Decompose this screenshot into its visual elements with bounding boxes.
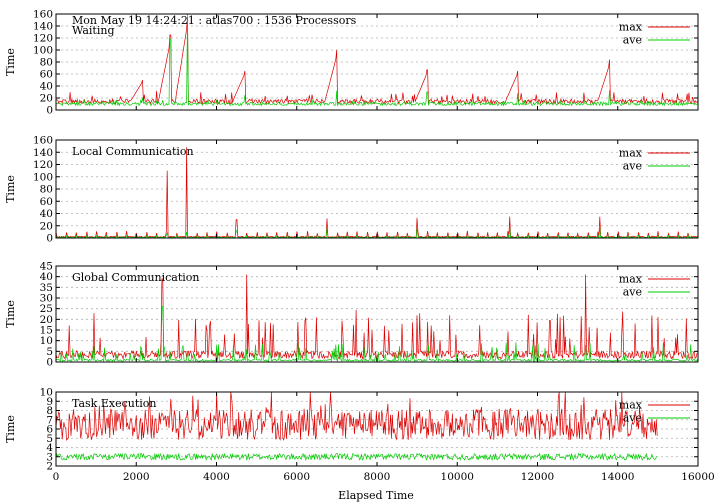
legend-label: ave [623,286,642,299]
x-tick-label: 2000 [123,471,150,483]
y-tick-label: 10 [40,387,53,399]
y-tick-label: 2 [46,461,53,473]
series-line-ave [55,452,658,462]
legend-label: ave [623,34,642,47]
legend-label: max [619,273,643,286]
y-axis-label: Time [4,175,17,203]
y-tick-label: 140 [33,21,53,33]
panel-title: Global Communication [72,271,200,284]
y-tick-label: 20 [40,314,53,326]
legend-label: max [619,399,643,412]
panel-title: Waiting [72,24,115,37]
y-tick-label: 40 [40,81,53,93]
y-tick-label: 20 [40,220,53,232]
figure-title: Mon May 19 14:24:21 : atlas700 : 1536 Pr… [72,14,357,27]
y-tick-label: 40 [40,271,53,283]
x-tick-label: 8000 [364,471,391,483]
x-tick-label: 16000 [681,471,714,483]
x-tick-label: 10000 [441,471,474,483]
y-tick-label: 140 [33,147,53,159]
y-tick-label: 20 [40,93,53,105]
y-tick-label: 0 [46,105,53,117]
y-tick-label: 60 [40,196,53,208]
legend-label: ave [623,160,642,173]
y-tick-label: 15 [40,325,53,337]
y-tick-label: 45 [40,261,53,273]
y-axis-label: Time [4,415,17,443]
legend-label: max [619,147,643,160]
y-tick-label: 80 [40,57,53,69]
x-tick-label: 4000 [203,471,230,483]
y-tick-label: 160 [33,9,53,21]
y-tick-label: 120 [33,33,53,45]
x-tick-label: 12000 [521,471,554,483]
y-tick-label: 40 [40,208,53,220]
legend-label: ave [623,412,642,425]
y-tick-label: 80 [40,184,53,196]
y-tick-label: 100 [33,171,53,183]
y-tick-label: 9 [46,396,53,408]
y-tick-label: 10 [40,335,53,347]
series-line-max [55,391,658,441]
y-tick-label: 8 [46,405,53,417]
x-tick-label: 6000 [283,471,310,483]
y-tick-label: 0 [46,233,53,245]
panel-title: Local Communication [72,145,194,158]
y-axis-label: Time [4,300,17,328]
y-tick-label: 5 [46,346,53,358]
y-tick-label: 0 [46,357,53,369]
legend-label: max [619,21,643,34]
y-tick-label: 60 [40,69,53,81]
y-tick-label: 160 [33,135,53,147]
series-line-max [55,147,699,239]
y-tick-label: 6 [46,424,53,436]
y-tick-label: 3 [46,451,53,463]
x-tick-label: 0 [53,471,60,483]
x-tick-label: 14000 [601,471,634,483]
y-tick-label: 35 [40,282,53,294]
y-tick-label: 30 [40,293,53,305]
y-tick-label: 7 [46,414,53,426]
series-line-max [55,16,699,106]
y-tick-label: 4 [46,442,53,454]
y-axis-label: Time [4,48,17,76]
y-tick-label: 25 [40,303,53,315]
y-tick-label: 100 [33,45,53,57]
panel-title: Task Execution [72,397,156,410]
x-axis-label: Elapsed Time [338,489,414,502]
series-line-ave [55,13,698,107]
y-tick-label: 5 [46,433,53,445]
y-tick-label: 120 [33,159,53,171]
